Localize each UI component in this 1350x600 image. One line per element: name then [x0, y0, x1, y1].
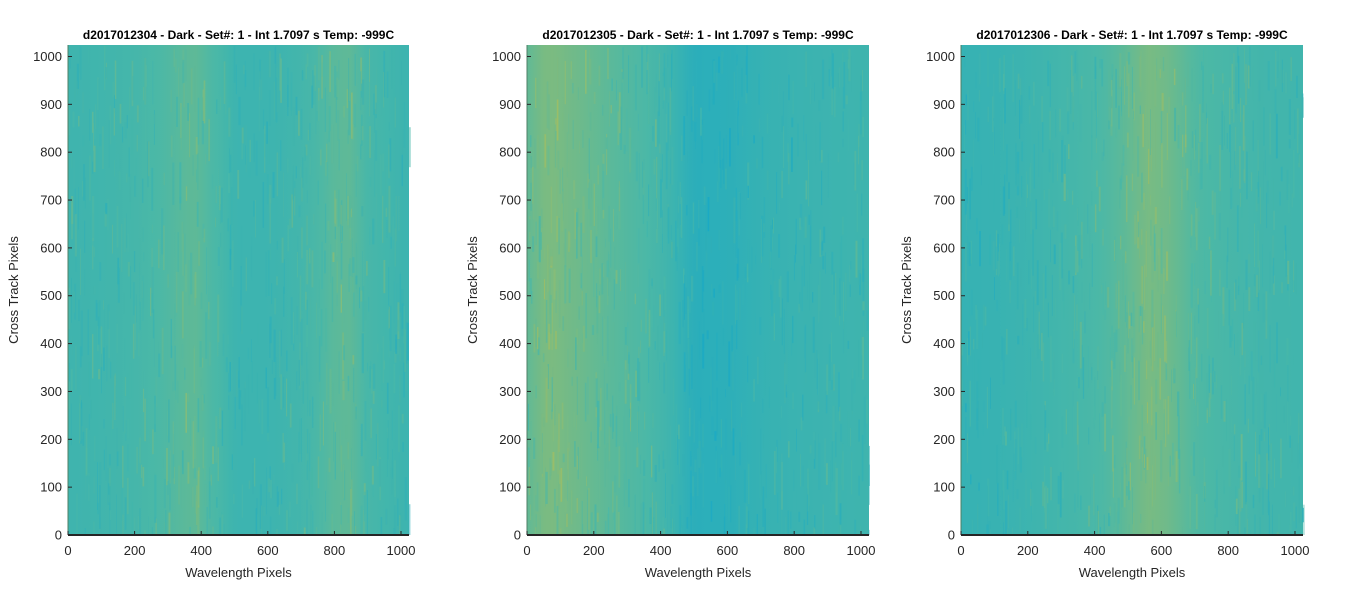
y-tick-label: 600	[499, 240, 521, 255]
heatmap-noise	[961, 46, 1305, 535]
chart-panel-3: 0 200 400 600 800 1000 0 100 200 300 400 500 600 700 8…	[899, 28, 1309, 580]
heatmap-noise	[68, 45, 411, 535]
heatmap-noise	[527, 45, 870, 535]
x-tick-label: 600	[1151, 543, 1173, 558]
y-tick-label: 200	[499, 432, 521, 447]
y-tick-label: 500	[933, 288, 955, 303]
y-axis-label: Cross Track Pixels	[899, 236, 914, 344]
x-tick-label: 800	[1217, 543, 1239, 558]
y-tick-label: 200	[933, 432, 955, 447]
y-tick-label: 900	[499, 97, 521, 112]
x-tick-label: 400	[190, 543, 212, 558]
x-axis-label: Wavelength Pixels	[185, 565, 292, 580]
chart-title: d2017012304 - Dark - Set#: 1 - Int 1.709…	[83, 28, 395, 42]
chart-title: d2017012306 - Dark - Set#: 1 - Int 1.709…	[976, 28, 1288, 42]
y-tick-label: 400	[499, 336, 521, 351]
y-tick-label: 100	[40, 480, 62, 495]
x-tick-label: 200	[124, 543, 146, 558]
y-tick-label: 1000	[492, 49, 521, 64]
y-tick-label: 1000	[33, 49, 62, 64]
y-tick-label: 600	[40, 240, 62, 255]
y-tick-label: 600	[933, 240, 955, 255]
y-tick-label: 0	[948, 528, 955, 543]
y-tick-label: 300	[499, 384, 521, 399]
x-tick-label: 800	[324, 543, 346, 558]
x-tick-label: 1000	[1281, 543, 1310, 558]
x-tick-label: 400	[1084, 543, 1106, 558]
chart-panel-1: 0 200 400 600 800 1000 0 100 200 300 400 500 600 700 8…	[6, 28, 415, 580]
heatmap-base	[961, 45, 1303, 535]
y-tick-label: 0	[55, 528, 62, 543]
y-tick-label: 100	[499, 480, 521, 495]
y-tick-label: 800	[499, 145, 521, 160]
chart-panel-2: 0 200 400 600 800 1000 0 100 200 300 400 500 600 700 8…	[465, 28, 875, 580]
x-tick-label: 400	[650, 543, 672, 558]
y-axis-label: Cross Track Pixels	[465, 236, 480, 344]
x-tick-label: 1000	[387, 543, 416, 558]
y-tick-label: 1000	[926, 49, 955, 64]
x-tick-label: 600	[257, 543, 279, 558]
heatmap-image	[961, 45, 1305, 535]
chart-title: d2017012305 - Dark - Set#: 1 - Int 1.709…	[542, 28, 854, 42]
y-tick-label: 200	[40, 432, 62, 447]
y-tick-label: 700	[40, 193, 62, 208]
x-tick-label: 600	[717, 543, 739, 558]
heatmap-image	[68, 45, 411, 535]
y-axis-label: Cross Track Pixels	[6, 236, 21, 344]
x-tick-label: 0	[64, 543, 71, 558]
y-tick-label: 900	[933, 97, 955, 112]
y-tick-label: 0	[514, 528, 521, 543]
x-tick-label: 1000	[847, 543, 876, 558]
y-tick-label: 800	[933, 145, 955, 160]
y-tick-label: 700	[933, 193, 955, 208]
x-axis-label: Wavelength Pixels	[1079, 565, 1186, 580]
y-tick-label: 500	[40, 288, 62, 303]
x-tick-label: 200	[1017, 543, 1039, 558]
x-axis-label: Wavelength Pixels	[645, 565, 752, 580]
y-tick-label: 800	[40, 145, 62, 160]
x-tick-label: 200	[583, 543, 605, 558]
y-tick-label: 300	[933, 384, 955, 399]
y-tick-label: 700	[499, 193, 521, 208]
y-tick-label: 400	[40, 336, 62, 351]
y-tick-label: 100	[933, 480, 955, 495]
x-tick-label: 0	[523, 543, 530, 558]
x-tick-label: 800	[783, 543, 805, 558]
x-tick-label: 0	[957, 543, 964, 558]
y-tick-label: 400	[933, 336, 955, 351]
y-tick-label: 300	[40, 384, 62, 399]
heatmap-base	[527, 45, 869, 535]
y-tick-label: 900	[40, 97, 62, 112]
heatmap-image	[527, 45, 870, 535]
y-tick-label: 500	[499, 288, 521, 303]
